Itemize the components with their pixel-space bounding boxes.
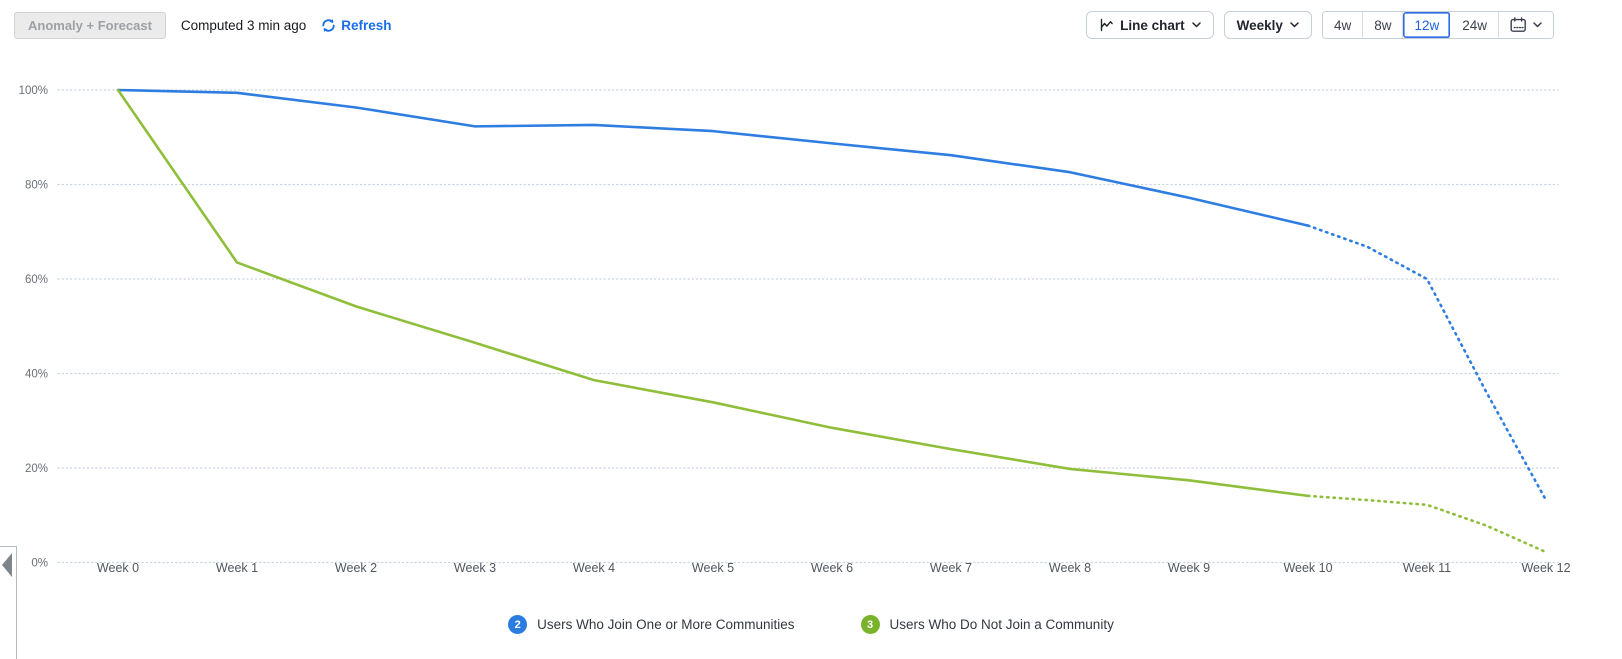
calendar-icon [1510, 17, 1526, 32]
x-axis-tick-label: Week 6 [811, 561, 853, 575]
x-axis-tick-label: Week 0 [97, 561, 139, 575]
granularity-dropdown[interactable]: Weekly [1223, 11, 1312, 39]
x-axis-tick-label: Week 2 [335, 561, 377, 575]
chevron-down-icon [1290, 22, 1299, 28]
series-forecast-line [1306, 494, 1548, 554]
legend-label: Users Who Do Not Join a Community [889, 617, 1114, 632]
expand-left-panel-button[interactable] [0, 546, 17, 659]
range-option-4w[interactable]: 4w [1322, 12, 1364, 38]
date-range-segmented-control: 4w 8w 12w 24w [1321, 11, 1554, 39]
series-line [116, 88, 1310, 498]
x-axis-tick-label: Week 10 [1283, 561, 1332, 575]
series-badge: 3 [860, 615, 880, 634]
toolbar-left: Anomaly + Forecast Computed 3 min ago Re… [14, 11, 392, 39]
chart-legend: 2 Users Who Join One or More Communities… [0, 615, 1622, 634]
x-axis-tick-label: Week 4 [573, 561, 615, 575]
x-axis-tick-label: Week 5 [692, 561, 734, 575]
line-chart-icon [1100, 18, 1113, 32]
legend-label: Users Who Join One or More Communities [537, 617, 795, 632]
range-option-24w[interactable]: 24w [1451, 12, 1499, 38]
y-axis-tick-label: 60% [25, 274, 48, 286]
legend-item-series-3[interactable]: 3 Users Who Do Not Join a Community [860, 615, 1114, 634]
x-axis-tick-label: Week 9 [1168, 561, 1210, 575]
chevron-down-icon [1533, 22, 1542, 28]
y-axis-tick-label: 20% [25, 463, 48, 475]
series-forecast-line [1306, 224, 1548, 502]
range-option-8w[interactable]: 8w [1363, 12, 1404, 38]
legend-item-series-2[interactable]: 2 Users Who Join One or More Communities [508, 615, 795, 634]
x-axis-tick-label: Week 8 [1049, 561, 1091, 575]
y-axis-tick-label: 40% [25, 369, 48, 381]
triangle-left-icon [2, 553, 12, 577]
x-axis-tick-label: Week 12 [1521, 561, 1570, 575]
y-axis-tick-label: 80% [25, 180, 48, 192]
refresh-label: Refresh [341, 17, 392, 33]
range-option-12w[interactable]: 12w [1403, 12, 1452, 38]
x-axis-tick-label: Week 3 [454, 561, 496, 575]
chart-type-label: Line chart [1120, 17, 1185, 33]
toolbar-right: Line chart Weekly 4w 8w 12w 24w [1086, 11, 1554, 39]
y-axis-tick-label: 0% [31, 558, 48, 570]
refresh-button[interactable]: Refresh [321, 17, 392, 33]
x-axis-tick-label: Week 1 [216, 561, 258, 575]
x-axis-tick-label: Week 11 [1403, 561, 1451, 575]
refresh-icon [322, 18, 335, 32]
chart-type-dropdown[interactable]: Line chart [1086, 11, 1214, 39]
x-axis-tick-label: Week 7 [930, 561, 972, 575]
chevron-down-icon [1191, 22, 1201, 28]
series-line [116, 88, 1310, 227]
anomaly-forecast-button[interactable]: Anomaly + Forecast [14, 11, 166, 39]
custom-date-range-button[interactable] [1499, 12, 1553, 38]
computed-timestamp: Computed 3 min ago [180, 17, 307, 33]
series-badge: 2 [508, 615, 528, 634]
granularity-label: Weekly [1236, 17, 1283, 33]
y-axis-tick-label: 100% [19, 85, 48, 97]
